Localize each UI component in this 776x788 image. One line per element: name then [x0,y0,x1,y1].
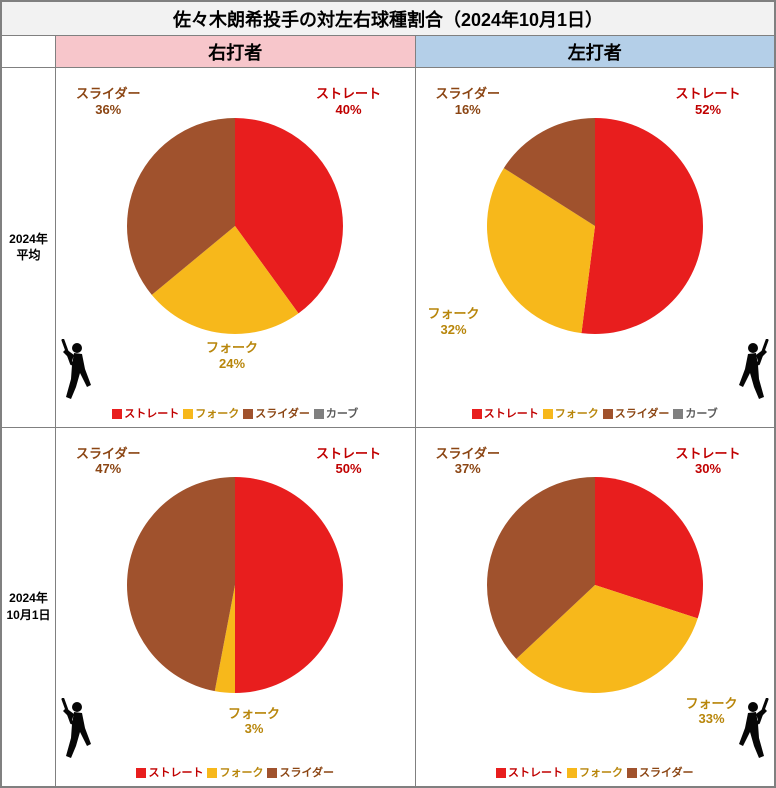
label-straight: ストレート50% [316,446,381,477]
row-label-2: 10月1日 [6,608,50,622]
chart-oct1-right: ストレート50% フォーク3% スライダー47% ストレートフォークスライダー [56,427,416,786]
batter-silhouette [60,339,102,401]
legend-item-straight: ストレート [496,764,563,780]
chart-avg-right: ストレート40% フォーク24% スライダー36% ストレートフォークスライダーカーブ [56,68,416,427]
row-header-oct1: 2024年 10月1日 [2,427,56,786]
legend-item-curve: カーブ [314,405,358,421]
pie-chart [125,475,345,695]
row-label-2: 平均 [16,248,40,262]
row-label-1: 2024年 [9,232,48,246]
batter-icon [728,698,770,760]
col-header-right: 右打者 [56,36,416,68]
batter-silhouette [60,698,102,760]
legend-item-fork: フォーク [543,405,599,421]
label-slider: スライダー37% [436,446,500,477]
chart-oct1-left: ストレート30%フォーク33%スライダー37%ストレートフォークスライダー [415,427,775,786]
label-fork: フォーク3% [228,706,280,737]
legend-item-slider: スライダー [627,764,694,780]
legend: ストレートフォークスライダーカーブ [56,405,415,421]
legend-item-straight: ストレート [136,764,203,780]
label-straight: ストレート40% [316,86,381,117]
corner-cell [2,36,56,68]
batter-icon [60,698,102,760]
legend: ストレートフォークスライダーカーブ [416,405,775,421]
slice-straight [581,118,703,334]
legend-item-fork: フォーク [207,764,263,780]
legend-item-straight: ストレート [472,405,539,421]
label-slider: スライダー47% [76,446,140,477]
legend-item-fork: フォーク [183,405,239,421]
legend-item-slider: スライダー [603,405,670,421]
batter-silhouette [728,339,770,401]
legend-item-curve: カーブ [673,405,717,421]
pie-chart [485,116,705,336]
legend-item-slider: スライダー [243,405,310,421]
label-slider: スライダー16% [436,86,500,117]
layout-grid: 佐々木朗希投手の対左右球種割合（2024年10月1日） 右打者 左打者 2024… [1,1,775,787]
label-slider: スライダー36% [76,86,140,117]
chart-avg-left: ストレート52% フォーク32% スライダー16% ストレートフォークスライダーカーブ [415,68,775,427]
legend: ストレートフォークスライダー [56,764,415,780]
batter-icon [728,339,770,401]
batter-icon [60,339,102,401]
label-straight: ストレート30% [676,446,741,477]
legend-item-straight: ストレート [112,405,179,421]
slice-slider [127,477,235,691]
row-label-1: 2024年 [9,591,48,605]
legend: ストレートフォークスライダー [416,764,775,780]
pie-chart [485,475,705,695]
label-fork: フォーク24% [206,340,258,371]
legend-item-slider: スライダー [267,764,334,780]
slice-straight [235,477,343,693]
col-header-left: 左打者 [415,36,775,68]
batter-silhouette [728,698,770,760]
pie-chart [125,116,345,336]
root: 佐々木朗希投手の対左右球種割合（2024年10月1日） 右打者 左打者 2024… [0,0,776,788]
page-title: 佐々木朗希投手の対左右球種割合（2024年10月1日） [2,2,775,36]
label-straight: ストレート52% [676,86,741,117]
legend-item-fork: フォーク [567,764,623,780]
row-header-avg: 2024年 平均 [2,68,56,427]
label-fork: フォーク32% [428,306,480,337]
